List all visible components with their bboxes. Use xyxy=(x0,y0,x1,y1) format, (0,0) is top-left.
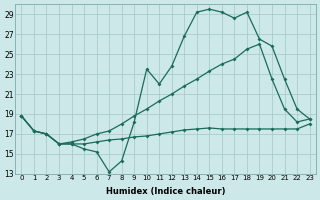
X-axis label: Humidex (Indice chaleur): Humidex (Indice chaleur) xyxy=(106,187,225,196)
